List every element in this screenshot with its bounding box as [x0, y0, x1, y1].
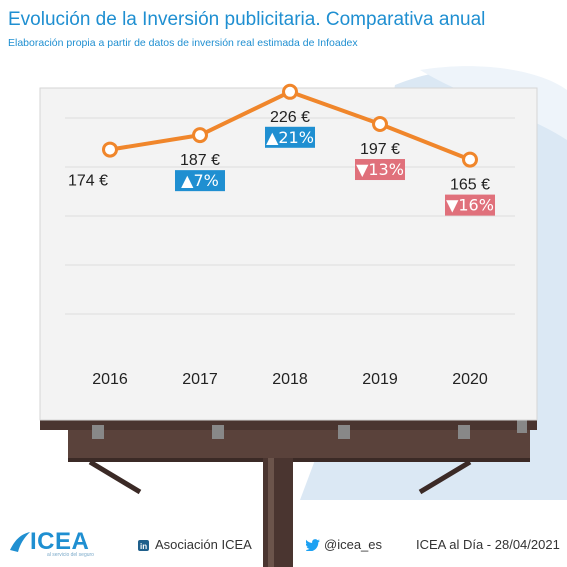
page-title: Evolución de la Inversión publicitaria. …	[8, 9, 486, 30]
page-subtitle: Elaboración propia a partir de datos de …	[8, 37, 358, 49]
value-label: 226 €	[270, 109, 310, 126]
data-point	[462, 151, 478, 168]
billboard-beam	[40, 418, 537, 430]
linkedin-link[interactable]: Asociación ICEA	[155, 537, 252, 552]
change-label: ▲21%	[266, 128, 314, 147]
x-tick-label: 2017	[182, 371, 218, 388]
data-point	[282, 83, 298, 100]
value-label: 165 €	[450, 177, 490, 194]
change-label: ▲7%	[181, 171, 219, 190]
billboard-lights	[92, 415, 527, 439]
brand-name: ICEA	[30, 528, 90, 555]
change-badge	[355, 159, 405, 181]
data-point	[102, 141, 118, 158]
x-tick-label: 2018	[272, 371, 308, 388]
x-tick-label: 2020	[452, 371, 488, 388]
change-badge	[445, 194, 495, 216]
value-label: 174 €	[68, 173, 108, 190]
svg-text:in: in	[140, 542, 147, 551]
data-point	[192, 127, 208, 144]
change-badge	[265, 126, 315, 148]
edition-date: ICEA al Día - 28/04/2021	[416, 537, 560, 552]
change-badge	[175, 170, 225, 192]
value-label: 197 €	[360, 141, 400, 158]
x-tick-label: 2016	[92, 371, 128, 388]
data-point	[372, 116, 388, 133]
billboard-catwalk	[68, 430, 530, 460]
value-label: 187 €	[180, 152, 220, 169]
linkedin-icon[interactable]: in	[138, 540, 149, 551]
twitter-icon[interactable]	[306, 539, 320, 551]
change-label: ▼13%	[356, 160, 404, 179]
twitter-handle[interactable]: @icea_es	[324, 537, 383, 552]
icea-logo-icon	[10, 532, 30, 552]
brand-tagline: al servicio del seguro	[47, 552, 94, 558]
change-label: ▼16%	[446, 196, 494, 215]
x-tick-label: 2019	[362, 371, 398, 388]
